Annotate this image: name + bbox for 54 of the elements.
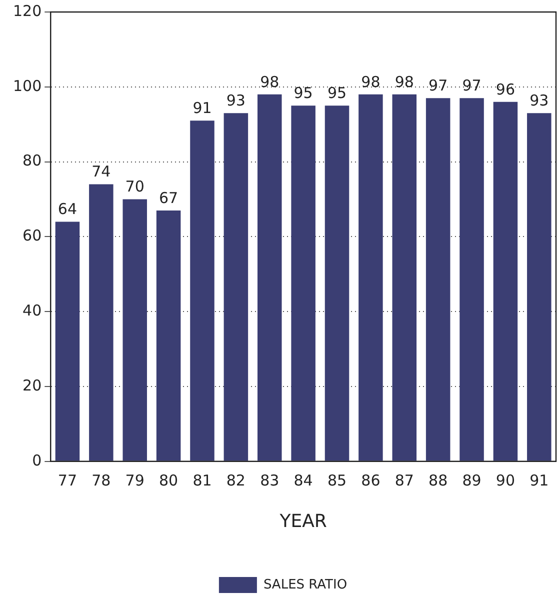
bar	[291, 106, 316, 461]
data-label: 96	[496, 80, 516, 98]
y-tick-label: 0	[32, 451, 42, 470]
x-tick-label: 88	[428, 471, 448, 490]
y-tick-label: 20	[22, 376, 42, 394]
bar	[324, 106, 350, 461]
bar	[224, 113, 248, 461]
x-tick-label: 78	[92, 471, 111, 490]
bar	[493, 102, 518, 461]
data-label: 98	[361, 72, 380, 91]
data-label: 98	[260, 72, 280, 91]
bar	[358, 94, 383, 461]
bar	[122, 199, 147, 461]
x-tick-label: 80	[159, 471, 178, 490]
bar	[460, 98, 484, 461]
x-tick-label: 90	[496, 471, 516, 490]
x-tick-label: 85	[327, 471, 347, 490]
y-tick-label: 60	[22, 226, 42, 245]
data-label: 97	[428, 76, 448, 95]
bar	[156, 210, 181, 461]
data-label: 67	[159, 188, 178, 207]
data-label: 98	[394, 72, 414, 91]
x-tick-label: 84	[294, 471, 313, 490]
bar	[392, 94, 417, 461]
data-label: 97	[462, 76, 482, 95]
x-tick-label: 83	[260, 471, 280, 490]
data-label: 70	[125, 178, 144, 196]
x-tick-label: 79	[125, 471, 144, 490]
x-tick-label: 81	[192, 471, 212, 490]
y-tick-label: 40	[22, 301, 42, 320]
x-tick-label: 82	[226, 471, 246, 490]
bar	[257, 94, 282, 461]
data-label: 74	[92, 162, 111, 181]
y-tick-label: 100	[12, 76, 42, 95]
bar	[190, 120, 214, 461]
x-axis-title: YEAR	[278, 510, 327, 532]
x-tick-label: 86	[361, 471, 380, 490]
x-tick-label: 77	[58, 471, 78, 490]
x-tick-label: 89	[462, 471, 482, 490]
data-label: 93	[226, 92, 246, 110]
bar	[55, 222, 80, 461]
data-label: 64	[58, 200, 78, 218]
x-tick-label: 91	[530, 471, 549, 490]
y-tick-label: 80	[22, 152, 42, 170]
y-tick-label: 120	[12, 2, 42, 20]
legend-label: SALES RATIO	[263, 577, 348, 592]
data-label: 93	[530, 92, 549, 110]
bar	[426, 98, 450, 461]
bar	[527, 113, 552, 461]
x-tick-label: 87	[394, 471, 414, 490]
data-label: 95	[327, 84, 347, 102]
data-label: 95	[294, 84, 313, 102]
data-label: 91	[192, 98, 212, 117]
bar	[89, 184, 114, 461]
